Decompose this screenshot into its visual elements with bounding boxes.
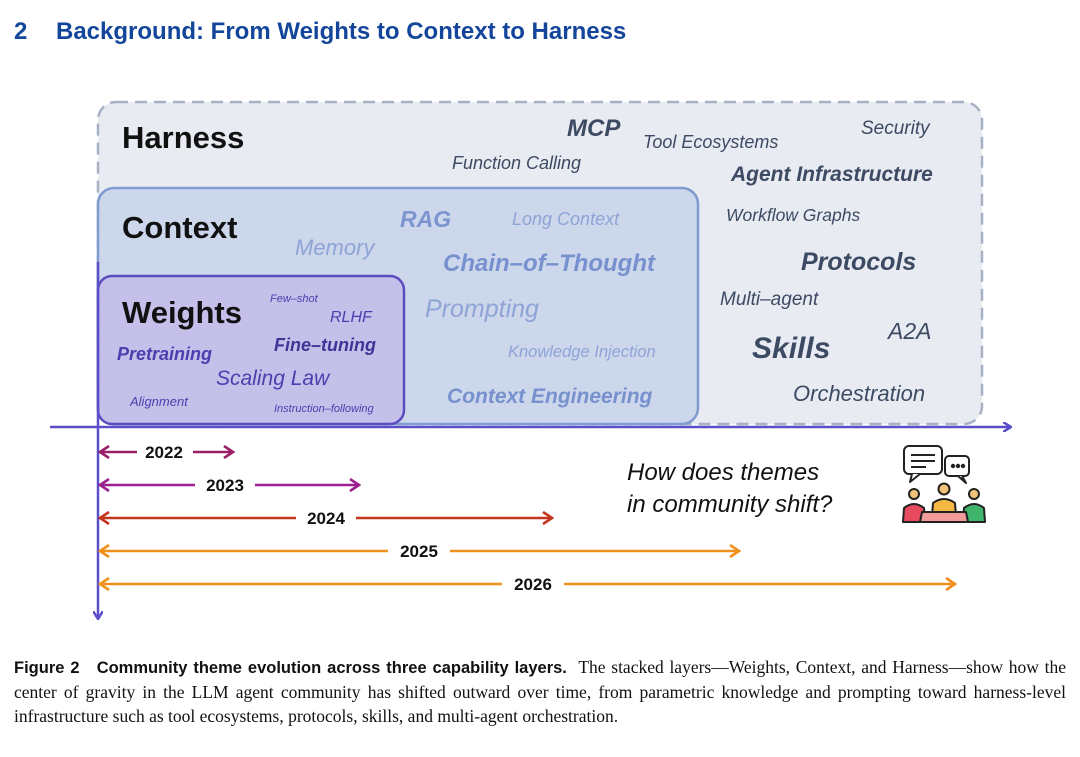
- term-instruction-following: Instruction–following: [274, 403, 375, 415]
- term-mcp: MCP: [567, 115, 621, 142]
- question-line-1: How does themes: [627, 459, 819, 486]
- section-title: Background: From Weights to Context to H…: [56, 18, 627, 45]
- term-skills: Skills: [752, 332, 830, 365]
- figure-2-diagram: Harness Context Weights MCP Tool Ecosyst…: [50, 100, 1080, 640]
- question-line-2: in community shift?: [627, 491, 833, 518]
- term-few-shot: Few–shot: [270, 293, 319, 305]
- context-label: Context: [122, 210, 237, 245]
- term-long-context: Long Context: [512, 209, 620, 229]
- caption-text: The stacked layers—Weights, Context, and…: [14, 657, 1066, 726]
- term-context-engineering: Context Engineering: [447, 385, 653, 408]
- term-security: Security: [861, 118, 931, 139]
- term-agent-infrastructure: Agent Infrastructure: [730, 163, 933, 186]
- year-2025-label: 2025: [400, 542, 438, 561]
- harness-label: Harness: [122, 120, 244, 155]
- caption-heading: Community theme evolution across three c…: [96, 659, 567, 677]
- year-2024-label: 2024: [307, 509, 345, 528]
- section-heading: 2 Background: From Weights to Context to …: [14, 18, 626, 46]
- term-a2a: A2A: [886, 318, 931, 344]
- caption-label: Figure 2: [14, 659, 80, 677]
- section-number: 2: [14, 18, 28, 45]
- term-orchestration: Orchestration: [793, 381, 925, 406]
- term-fine-tuning: Fine–tuning: [274, 335, 376, 355]
- term-pretraining: Pretraining: [117, 344, 212, 364]
- term-workflow-graphs: Workflow Graphs: [726, 205, 860, 225]
- year-2023-label: 2023: [206, 476, 244, 495]
- term-prompting: Prompting: [425, 295, 539, 323]
- term-function-calling: Function Calling: [452, 153, 581, 173]
- year-2026-label: 2026: [514, 575, 552, 594]
- term-protocols: Protocols: [801, 248, 916, 276]
- weights-label: Weights: [122, 295, 242, 330]
- term-chain-of-thought: Chain–of–Thought: [443, 250, 656, 277]
- community-discussion-icon: [902, 445, 986, 523]
- term-multi-agent: Multi–agent: [720, 289, 819, 310]
- figure-caption: Figure 2 Community theme evolution acros…: [14, 655, 1066, 728]
- term-alignment: Alignment: [129, 394, 189, 409]
- term-rlhf: RLHF: [330, 309, 373, 326]
- year-2022-label: 2022: [145, 443, 183, 462]
- term-tool-ecosystems: Tool Ecosystems: [643, 132, 778, 152]
- term-scaling-law: Scaling Law: [216, 367, 331, 390]
- term-knowledge-injection: Knowledge Injection: [508, 343, 656, 361]
- term-rag: RAG: [400, 206, 451, 232]
- term-memory: Memory: [295, 235, 376, 260]
